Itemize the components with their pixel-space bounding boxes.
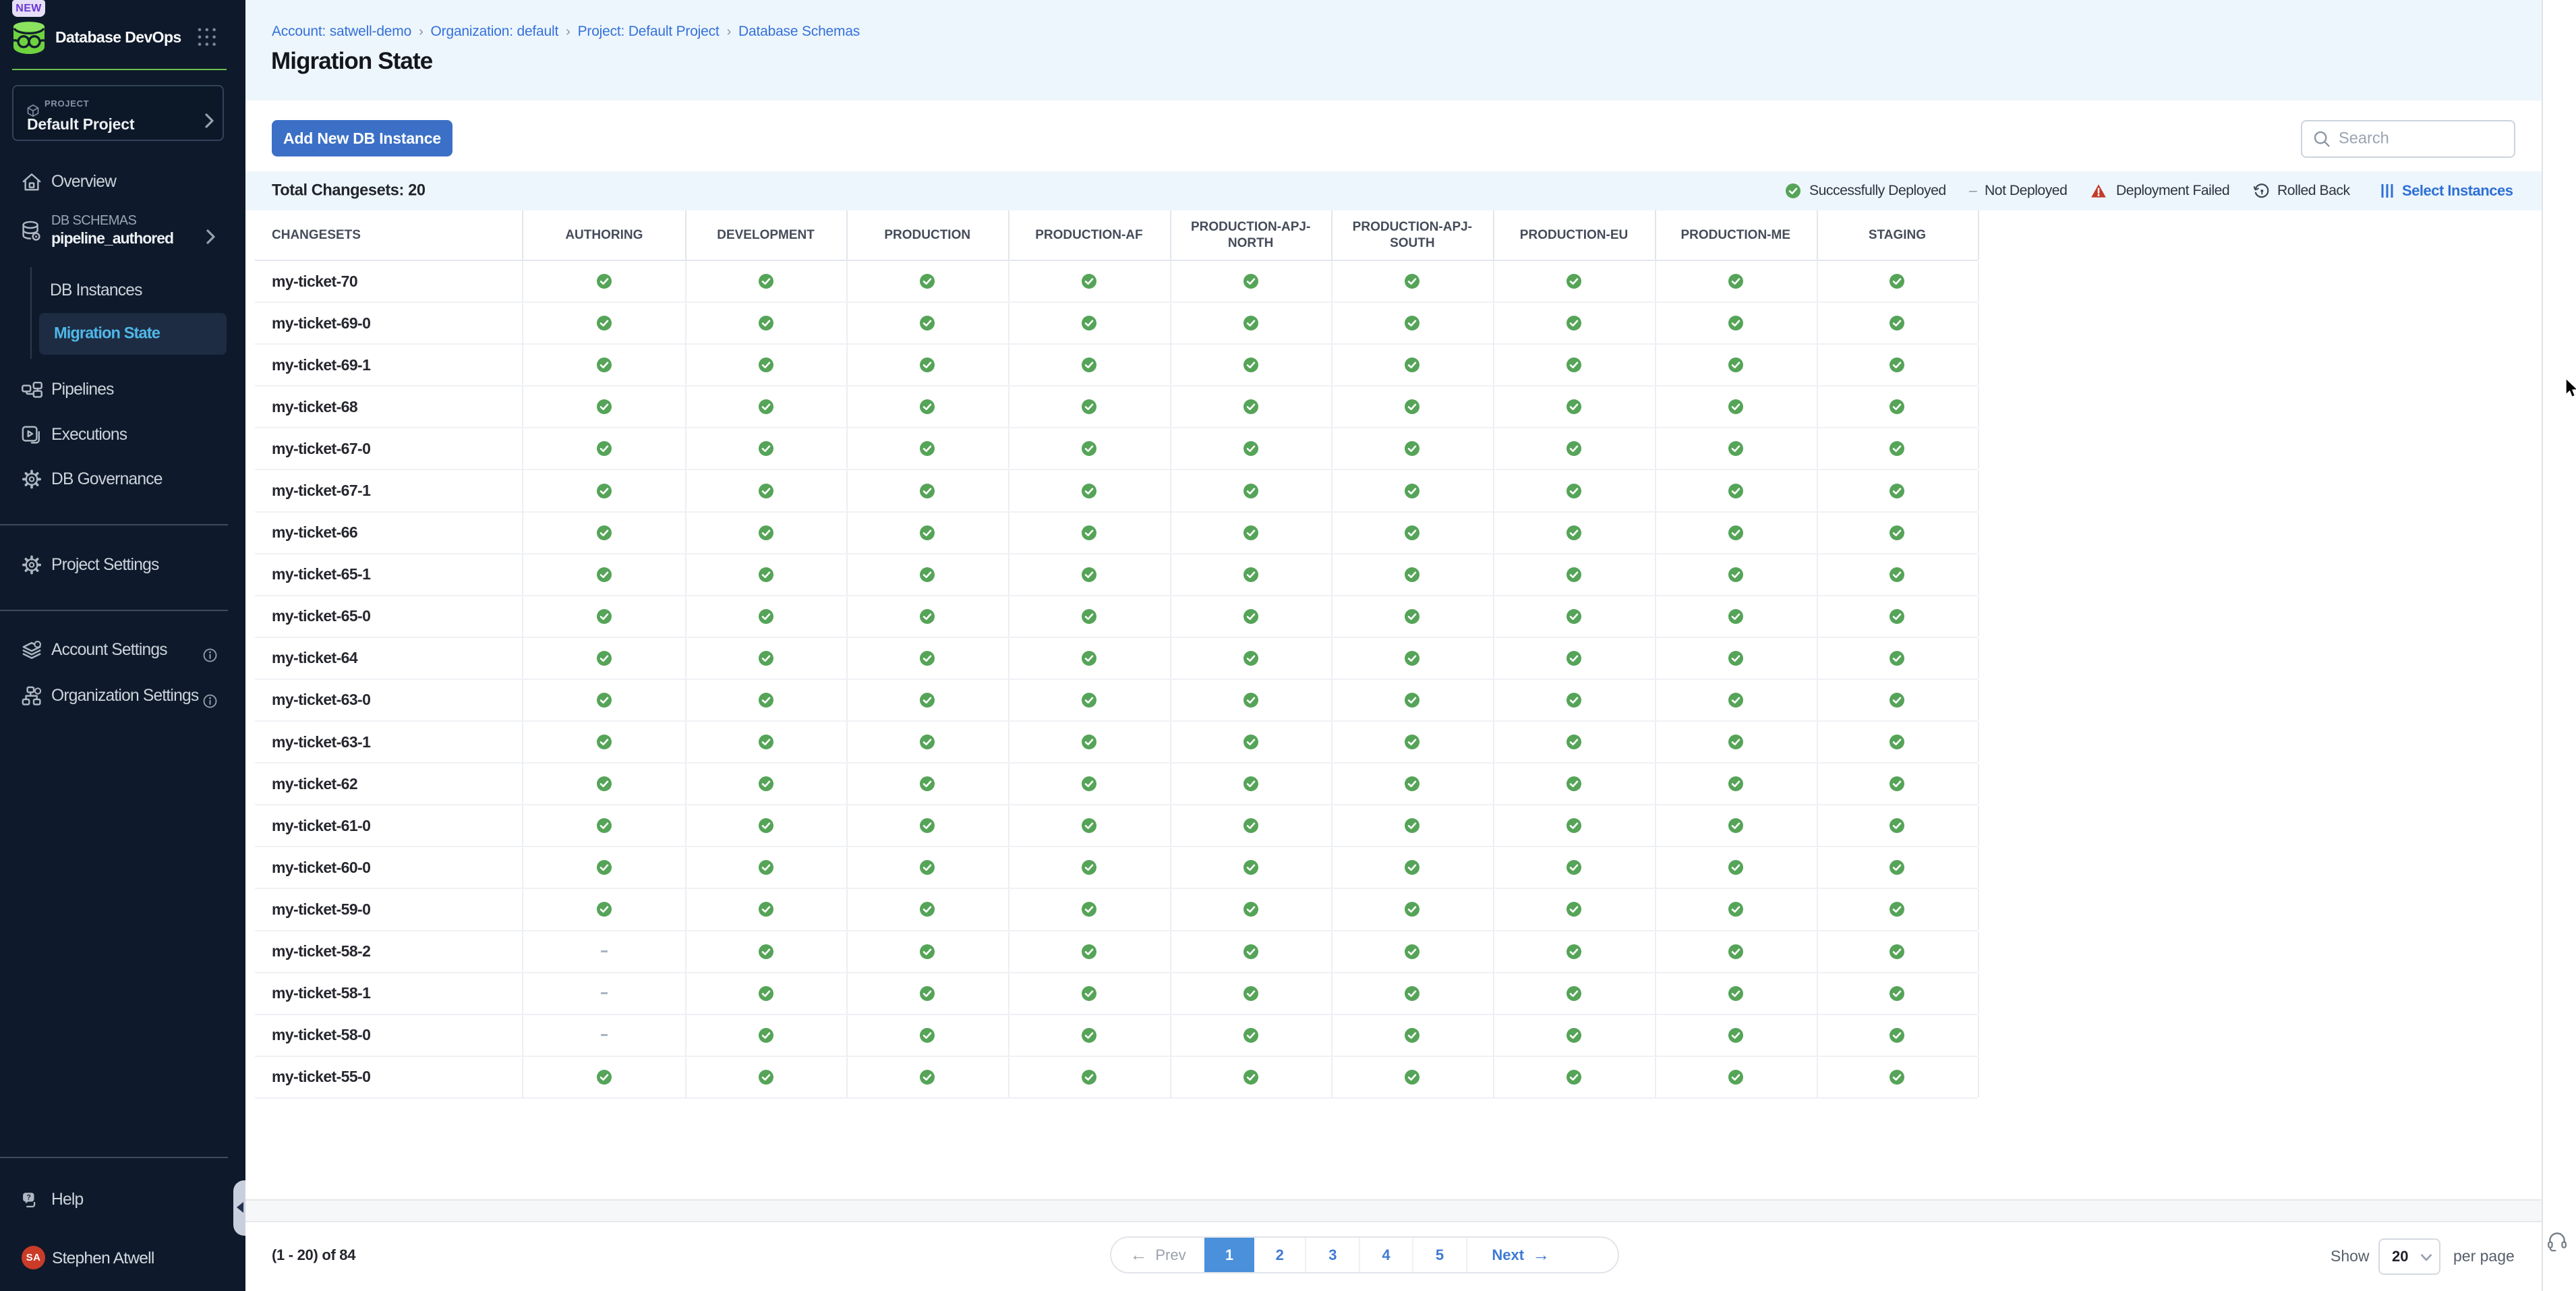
svg-text:?: ?: [26, 1193, 30, 1201]
